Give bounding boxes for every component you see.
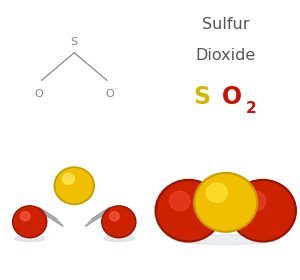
Ellipse shape [104, 235, 134, 242]
Circle shape [155, 179, 222, 242]
Circle shape [62, 173, 74, 184]
Circle shape [232, 182, 294, 240]
Circle shape [196, 175, 256, 230]
Ellipse shape [15, 235, 45, 242]
Text: S: S [194, 85, 211, 109]
Circle shape [158, 182, 220, 240]
Text: S: S [71, 37, 78, 46]
Circle shape [20, 212, 30, 221]
Circle shape [169, 191, 190, 211]
Circle shape [14, 207, 45, 236]
Text: O: O [222, 85, 242, 109]
Circle shape [230, 179, 296, 242]
Text: 2: 2 [246, 101, 256, 116]
Circle shape [245, 191, 266, 211]
Circle shape [54, 167, 94, 204]
Circle shape [110, 212, 119, 221]
Circle shape [13, 206, 47, 238]
Text: O: O [34, 89, 43, 99]
Circle shape [206, 183, 227, 202]
Circle shape [103, 207, 134, 236]
Ellipse shape [174, 235, 278, 245]
Circle shape [102, 206, 136, 238]
Text: O: O [106, 89, 114, 99]
Circle shape [56, 169, 92, 203]
Circle shape [194, 172, 258, 232]
Text: Sulfur: Sulfur [202, 17, 250, 32]
Text: Dioxide: Dioxide [196, 48, 256, 63]
